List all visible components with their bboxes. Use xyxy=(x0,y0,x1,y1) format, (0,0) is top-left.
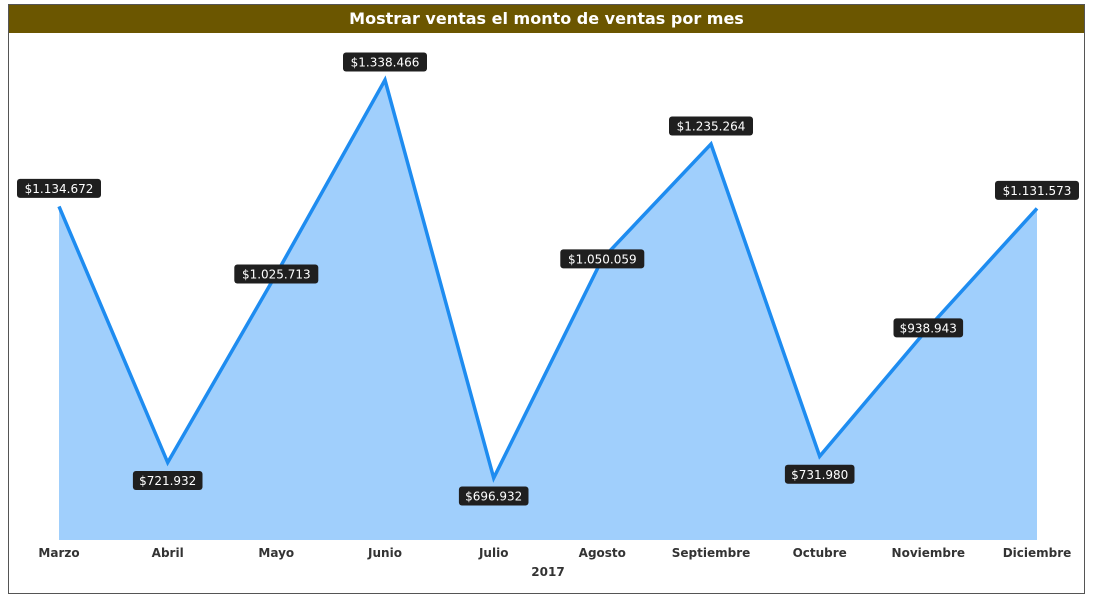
data-label: $1.235.264 xyxy=(669,116,753,136)
data-label: $696.932 xyxy=(458,486,529,506)
data-label: $721.932 xyxy=(132,471,203,490)
data-label: $1.025.713 xyxy=(234,264,319,284)
data-label-box xyxy=(560,249,645,269)
x-tick-label: Noviembre xyxy=(892,546,966,560)
data-label-box xyxy=(669,116,753,136)
data-label-box xyxy=(893,318,964,338)
data-label-text: $1.050.059 xyxy=(568,252,637,266)
x-tick-label: Marzo xyxy=(38,546,79,560)
data-label-text: $1.338.466 xyxy=(351,56,420,70)
data-label-text: $938.943 xyxy=(900,321,957,335)
x-tick-label: Diciembre xyxy=(1003,546,1072,560)
data-label-box xyxy=(234,264,319,284)
data-label-text: $721.932 xyxy=(139,474,196,488)
data-label-box xyxy=(458,486,529,506)
data-label-text: $1.235.264 xyxy=(677,120,746,134)
data-label: $938.943 xyxy=(893,318,964,338)
data-label-box xyxy=(995,180,1079,200)
data-label-text: $1.025.713 xyxy=(242,268,311,282)
series-line xyxy=(57,75,1039,483)
x-tick-label: Agosto xyxy=(579,546,626,560)
data-label-box xyxy=(132,471,203,490)
data-label: $1.131.573 xyxy=(995,180,1079,200)
data-label-box xyxy=(17,178,101,198)
x-axis-year-label: 2017 xyxy=(531,565,564,579)
data-label-text: $696.932 xyxy=(465,490,522,504)
x-tick-label: Julio xyxy=(478,546,508,560)
data-label: $731.980 xyxy=(784,464,855,484)
x-tick-label: Abril xyxy=(152,546,184,560)
chart-title: Mostrar ventas el monto de ventas por me… xyxy=(9,5,1084,33)
data-label-text: $1.131.573 xyxy=(1003,184,1072,198)
data-label: $1.050.059 xyxy=(560,249,645,269)
x-tick-label: Octubre xyxy=(793,546,847,560)
x-tick-label: Mayo xyxy=(258,546,294,560)
data-label-text: $731.980 xyxy=(791,468,848,482)
data-label-box xyxy=(343,52,427,72)
data-label-text: $1.134.672 xyxy=(25,182,94,196)
data-label: $1.338.466 xyxy=(343,52,427,72)
data-label-box xyxy=(784,464,855,484)
area-fill xyxy=(59,80,1037,540)
data-label: $1.134.672 xyxy=(17,178,101,198)
x-tick-label: Septiembre xyxy=(672,546,751,560)
x-tick-label: Junio xyxy=(367,546,402,560)
